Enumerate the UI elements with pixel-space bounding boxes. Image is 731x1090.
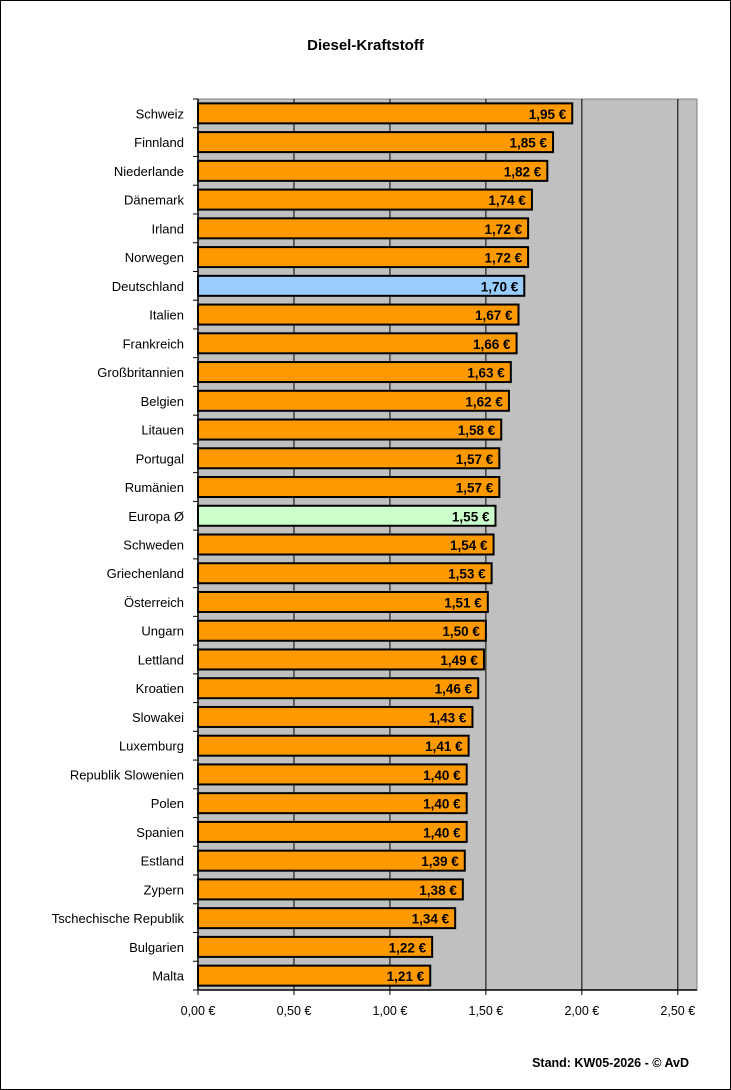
category-label: Frankreich (123, 336, 184, 351)
bar (197, 332, 518, 355)
data-label: 1,40 € (423, 825, 461, 840)
bar (197, 504, 497, 527)
bar (197, 246, 530, 269)
footer-credit: Stand: KW05-2026 - © AvD (532, 1056, 689, 1070)
bar (197, 131, 555, 154)
category-label: Ungarn (141, 624, 184, 639)
data-label: 1,54 € (450, 538, 488, 553)
data-label: 1,53 € (448, 567, 486, 582)
data-label: 1,72 € (485, 222, 523, 237)
bar (197, 188, 533, 211)
category-label: Niederlande (114, 164, 184, 179)
bar (197, 361, 512, 384)
bar (197, 217, 530, 240)
data-label: 1,40 € (423, 768, 461, 783)
data-label: 1,50 € (442, 624, 480, 639)
bar (197, 418, 503, 441)
chart-title: Diesel-Kraftstoff (307, 37, 424, 54)
category-label: Slowakei (132, 710, 184, 725)
data-label: 1,58 € (458, 423, 496, 438)
category-label: Norwegen (125, 250, 184, 265)
data-label: 1,34 € (412, 912, 450, 927)
category-label: Luxemburg (119, 739, 184, 754)
category-label: Portugal (136, 451, 185, 466)
data-label: 1,41 € (425, 739, 463, 754)
bar (197, 389, 510, 412)
category-label: Malta (152, 969, 185, 984)
category-label: Lettland (138, 652, 184, 667)
category-label: Finnland (134, 135, 184, 150)
data-label: 1,62 € (465, 394, 503, 409)
category-label: Rumänien (125, 480, 184, 495)
category-label: Estland (141, 854, 184, 869)
category-label: Deutschland (112, 279, 184, 294)
data-label: 1,66 € (473, 337, 511, 352)
bar (197, 303, 520, 326)
category-label: Tschechische Republik (52, 911, 185, 926)
category-label: Belgien (141, 394, 184, 409)
x-tick-label: 1,00 € (373, 1004, 408, 1018)
category-label: Europa Ø (128, 509, 184, 524)
x-tick-label: 2,00 € (564, 1004, 599, 1018)
bar (197, 447, 501, 470)
category-label: Großbritannien (97, 365, 184, 380)
bar (197, 102, 574, 125)
data-label: 1,70 € (481, 279, 519, 294)
x-tick-label: 0,50 € (277, 1004, 312, 1018)
x-tick-label: 2,50 € (660, 1004, 695, 1018)
bar (197, 159, 549, 182)
bar (197, 274, 526, 297)
data-label: 1,57 € (456, 452, 494, 467)
data-label: 1,63 € (467, 366, 505, 381)
data-label: 1,39 € (421, 854, 459, 869)
data-label: 1,49 € (440, 653, 478, 668)
data-label: 1,43 € (429, 710, 467, 725)
data-label: 1,38 € (419, 883, 457, 898)
category-label: Dänemark (124, 193, 184, 208)
category-label: Italien (149, 308, 184, 323)
data-label: 1,85 € (510, 136, 548, 151)
data-label: 1,21 € (387, 969, 425, 984)
x-tick-label: 1,50 € (469, 1004, 504, 1018)
category-label: Bulgarien (129, 940, 184, 955)
data-label: 1,72 € (485, 251, 523, 266)
data-label: 1,95 € (529, 107, 567, 122)
data-label: 1,57 € (456, 481, 494, 496)
data-label: 1,74 € (488, 193, 526, 208)
data-label: 1,82 € (504, 164, 542, 179)
data-label: 1,22 € (389, 940, 427, 955)
category-label: Österreich (124, 595, 184, 610)
data-label: 1,40 € (423, 797, 461, 812)
data-label: 1,46 € (435, 682, 473, 697)
category-label: Griechenland (107, 566, 184, 581)
data-label: 1,67 € (475, 308, 513, 323)
category-label: Schweden (123, 538, 184, 553)
category-label: Polen (151, 796, 184, 811)
category-label: Schweiz (136, 106, 184, 121)
data-label: 1,55 € (452, 509, 490, 524)
category-label: Republik Slowenien (70, 767, 184, 782)
x-tick-label: 0,00 € (181, 1004, 216, 1018)
data-label: 1,51 € (444, 595, 482, 610)
category-label: Spanien (136, 825, 184, 840)
category-label: Irland (151, 221, 184, 236)
category-label: Kroatien (136, 681, 184, 696)
category-label: Litauen (141, 423, 184, 438)
category-label: Zypern (144, 882, 184, 897)
bar (197, 476, 501, 499)
